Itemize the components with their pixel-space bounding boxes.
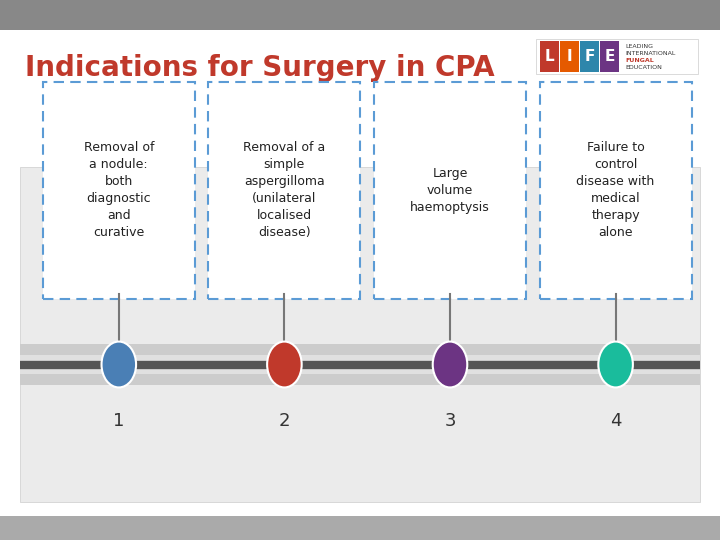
Text: FUNGAL: FUNGAL [625,58,654,63]
Text: Removal of
a nodule:
both
diagnostic
and
curative: Removal of a nodule: both diagnostic and… [84,141,154,239]
Text: 2: 2 [279,412,290,430]
Text: Removal of a
simple
aspergilloma
(unilateral
localised
disease): Removal of a simple aspergilloma (unilat… [243,141,325,239]
Text: 3: 3 [444,412,456,430]
FancyBboxPatch shape [580,41,599,72]
Text: 4: 4 [610,412,621,430]
Text: I: I [567,49,572,64]
Text: 1: 1 [113,412,125,430]
Text: Large
volume
haemoptysis: Large volume haemoptysis [410,167,490,214]
FancyBboxPatch shape [0,30,720,167]
Ellipse shape [102,341,136,388]
Text: LEADING: LEADING [625,44,653,49]
FancyBboxPatch shape [540,82,691,299]
FancyBboxPatch shape [20,167,700,502]
Ellipse shape [267,341,302,388]
FancyBboxPatch shape [0,516,720,540]
Text: EDUCATION: EDUCATION [625,65,662,70]
Ellipse shape [433,341,467,388]
FancyBboxPatch shape [209,82,360,299]
FancyBboxPatch shape [540,41,559,72]
FancyBboxPatch shape [560,41,579,72]
Text: Indications for Surgery in CPA: Indications for Surgery in CPA [25,53,495,82]
Text: L: L [544,49,554,64]
FancyBboxPatch shape [600,41,619,72]
Text: INTERNATIONAL: INTERNATIONAL [625,51,675,56]
Text: Failure to
control
disease with
medical
therapy
alone: Failure to control disease with medical … [577,141,654,239]
Text: E: E [605,49,615,64]
Text: F: F [585,49,595,64]
FancyBboxPatch shape [43,82,194,299]
FancyBboxPatch shape [374,82,526,299]
FancyBboxPatch shape [536,39,698,74]
Ellipse shape [598,341,633,388]
FancyBboxPatch shape [20,355,700,374]
FancyBboxPatch shape [20,344,700,385]
FancyBboxPatch shape [0,0,720,30]
